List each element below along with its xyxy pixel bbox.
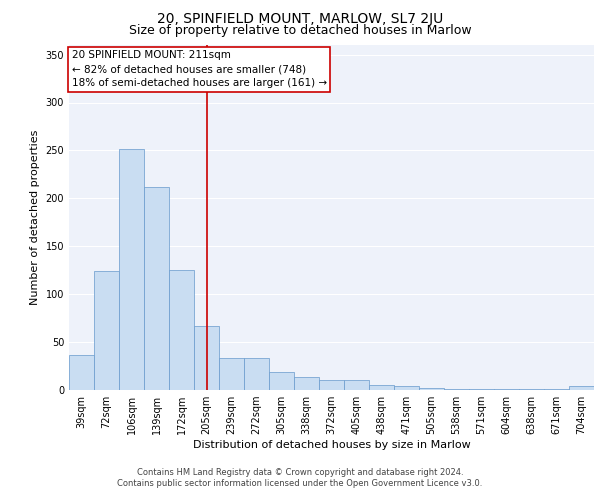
Bar	[244, 358, 269, 390]
Text: 20 SPINFIELD MOUNT: 211sqm
← 82% of detached houses are smaller (748)
18% of sem: 20 SPINFIELD MOUNT: 211sqm ← 82% of deta…	[71, 50, 327, 88]
Bar	[169, 270, 194, 390]
Bar	[144, 187, 169, 390]
Bar	[119, 148, 144, 390]
Bar	[419, 388, 444, 390]
Text: Contains HM Land Registry data © Crown copyright and database right 2024.
Contai: Contains HM Land Registry data © Crown c…	[118, 468, 482, 487]
Text: Size of property relative to detached houses in Marlow: Size of property relative to detached ho…	[128, 24, 472, 37]
Bar	[369, 385, 394, 390]
Bar	[269, 372, 294, 390]
Bar	[294, 376, 319, 390]
Bar	[194, 326, 219, 390]
Text: 20, SPINFIELD MOUNT, MARLOW, SL7 2JU: 20, SPINFIELD MOUNT, MARLOW, SL7 2JU	[157, 12, 443, 26]
X-axis label: Distribution of detached houses by size in Marlow: Distribution of detached houses by size …	[193, 440, 470, 450]
Bar	[69, 354, 94, 390]
Bar	[319, 380, 344, 390]
Bar	[469, 389, 494, 390]
Bar	[544, 389, 569, 390]
Bar	[569, 386, 594, 390]
Bar	[494, 389, 519, 390]
Bar	[219, 358, 244, 390]
Bar	[94, 271, 119, 390]
Bar	[444, 389, 469, 390]
Bar	[394, 386, 419, 390]
Y-axis label: Number of detached properties: Number of detached properties	[30, 130, 40, 305]
Bar	[344, 380, 369, 390]
Bar	[519, 389, 544, 390]
